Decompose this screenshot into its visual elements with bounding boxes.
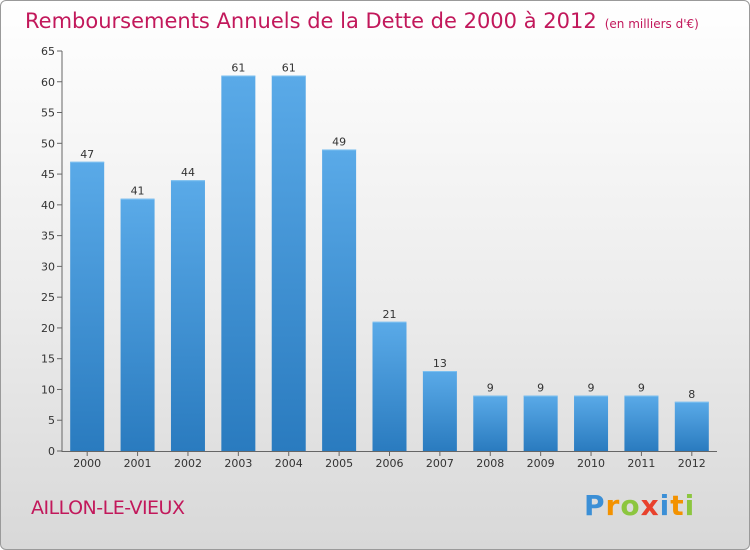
y-tick-label: 60 bbox=[41, 76, 55, 89]
x-tick-label: 2010 bbox=[577, 457, 605, 470]
data-label: 44 bbox=[181, 166, 195, 179]
x-tick-label: 2002 bbox=[174, 457, 202, 470]
y-tick-label: 0 bbox=[48, 445, 55, 458]
y-tick-label: 30 bbox=[41, 260, 55, 273]
bars bbox=[70, 75, 709, 451]
x-tick-label: 2007 bbox=[426, 457, 454, 470]
y-tick-label: 65 bbox=[41, 45, 55, 58]
bar-2002 bbox=[170, 180, 205, 451]
chart-title: Remboursements Annuels de la Dette de 20… bbox=[25, 9, 699, 33]
y-tick-label: 10 bbox=[41, 383, 55, 396]
data-label: 9 bbox=[638, 382, 645, 395]
x-tick-label: 2012 bbox=[678, 457, 706, 470]
commune-name: AILLON-LE-VIEUX bbox=[31, 497, 185, 519]
x-tick-label: 2008 bbox=[476, 457, 504, 470]
chart-title-text: Remboursements Annuels de la Dette de 20… bbox=[25, 9, 597, 33]
y-tick-label: 50 bbox=[41, 137, 55, 150]
data-labels: 47 41 44 61 61 49 21 13 9 9 9 9 8 bbox=[80, 62, 695, 401]
chart-subtitle: (en milliers d'€) bbox=[604, 17, 699, 31]
data-label: 49 bbox=[332, 135, 346, 148]
y-tick-label: 45 bbox=[41, 168, 55, 181]
data-label: 61 bbox=[231, 62, 245, 75]
bar-chart: 0 5 10 15 20 25 30 35 40 45 50 55 60 65 2000 2001 2002 20… bbox=[41, 45, 717, 470]
bar-2012 bbox=[674, 401, 709, 451]
bar-2004 bbox=[271, 75, 306, 451]
y-tick-label: 5 bbox=[48, 414, 55, 427]
y-tick-label: 35 bbox=[41, 230, 55, 243]
data-label: 41 bbox=[131, 185, 145, 198]
data-label: 9 bbox=[588, 382, 595, 395]
data-label: 8 bbox=[688, 388, 695, 401]
data-label: 13 bbox=[433, 357, 447, 370]
data-label: 9 bbox=[487, 382, 494, 395]
x-tick-label: 2009 bbox=[527, 457, 555, 470]
data-label: 21 bbox=[383, 308, 397, 321]
bar-2007 bbox=[422, 371, 457, 451]
bar-2005 bbox=[322, 149, 357, 451]
y-tick-label: 55 bbox=[41, 107, 55, 120]
y-tick-label: 15 bbox=[41, 353, 55, 366]
bar-2006 bbox=[372, 321, 407, 451]
axes: 0 5 10 15 20 25 30 35 40 45 50 55 60 65 2000 2001 2002 20… bbox=[41, 45, 717, 470]
x-tick-label: 2006 bbox=[376, 457, 404, 470]
x-tick-label: 2004 bbox=[275, 457, 303, 470]
data-label: 61 bbox=[282, 62, 296, 75]
bar-2001 bbox=[120, 198, 155, 451]
x-tick-label: 2011 bbox=[627, 457, 655, 470]
x-tick-label: 2005 bbox=[325, 457, 353, 470]
y-tick-label: 25 bbox=[41, 291, 55, 304]
bar-2008 bbox=[473, 395, 508, 451]
bar-2003 bbox=[221, 75, 256, 451]
data-label: 9 bbox=[537, 382, 544, 395]
bar-2011 bbox=[624, 395, 659, 451]
proxiti-logo: Proxiti bbox=[584, 489, 696, 522]
y-tick-label: 40 bbox=[41, 199, 55, 212]
bar-2000 bbox=[70, 161, 105, 451]
y-tick-label: 20 bbox=[41, 322, 55, 335]
x-tick-label: 2003 bbox=[224, 457, 252, 470]
data-label: 47 bbox=[80, 148, 94, 161]
bar-2009 bbox=[523, 395, 558, 451]
x-tick-label: 2001 bbox=[124, 457, 152, 470]
x-tick-label: 2000 bbox=[73, 457, 101, 470]
bar-2010 bbox=[574, 395, 609, 451]
